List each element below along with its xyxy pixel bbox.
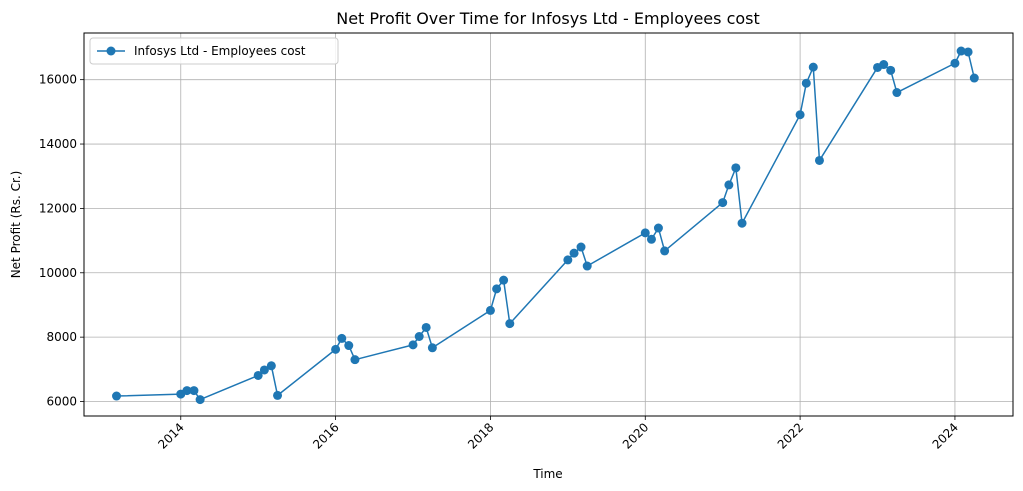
data-point (892, 88, 902, 98)
y-tick-label: 6000 (46, 395, 77, 409)
grid-lines (84, 33, 1013, 416)
data-point (189, 386, 199, 396)
data-point (886, 65, 896, 75)
data-point (640, 228, 650, 238)
data-point (273, 390, 283, 400)
y-tick-label: 12000 (39, 201, 77, 215)
chart-title: Net Profit Over Time for Infosys Ltd - E… (336, 9, 760, 28)
data-point (195, 395, 205, 405)
data-point (963, 47, 973, 57)
data-point (112, 391, 122, 401)
data-point (969, 73, 979, 83)
legend-marker-swatch (106, 46, 116, 56)
data-point (956, 46, 966, 56)
data-point (569, 248, 579, 258)
y-tick-label: 14000 (39, 137, 77, 151)
data-point (731, 163, 741, 173)
data-point (879, 60, 889, 70)
data-point (814, 155, 824, 165)
data-point (801, 78, 811, 88)
y-tick-label: 8000 (46, 330, 77, 344)
data-point (259, 365, 269, 375)
data-point (582, 261, 592, 271)
legend: Infosys Ltd - Employees cost (89, 37, 339, 65)
data-point (331, 344, 341, 354)
data-point (427, 343, 437, 353)
data-point (182, 386, 192, 396)
data-point (653, 223, 663, 233)
data-point (505, 319, 515, 329)
data-point (414, 332, 424, 341)
data-point (563, 255, 573, 265)
data-point (253, 370, 263, 380)
data-point (718, 198, 728, 208)
x-axis-label: Time (532, 467, 562, 481)
data-point (344, 341, 354, 351)
data-point (350, 355, 360, 365)
data-point (337, 333, 347, 343)
legend-box (89, 37, 339, 65)
data-point (576, 242, 586, 252)
data-point (950, 58, 960, 68)
data-point (660, 246, 670, 256)
data-point (808, 62, 818, 72)
legend-entry-label: Infosys Ltd - Employees cost (134, 44, 306, 58)
plot-frame (83, 32, 1014, 417)
data-point (492, 284, 502, 294)
data-point (795, 110, 805, 120)
data-point (421, 322, 431, 332)
data-point (737, 218, 747, 228)
data-series (112, 46, 979, 405)
data-point (266, 361, 276, 371)
data-point (408, 340, 418, 350)
data-point (646, 234, 656, 244)
y-tick-label: 16000 (39, 73, 77, 87)
data-point (485, 305, 495, 315)
data-point (724, 180, 734, 190)
y-tick-label: 10000 (39, 266, 77, 280)
data-point (499, 275, 509, 285)
y-axis: 6000 8000 10000 12000 14000 16000 (39, 73, 84, 409)
y-axis-label: Net Profit (Rs. Cr.) (9, 171, 23, 279)
